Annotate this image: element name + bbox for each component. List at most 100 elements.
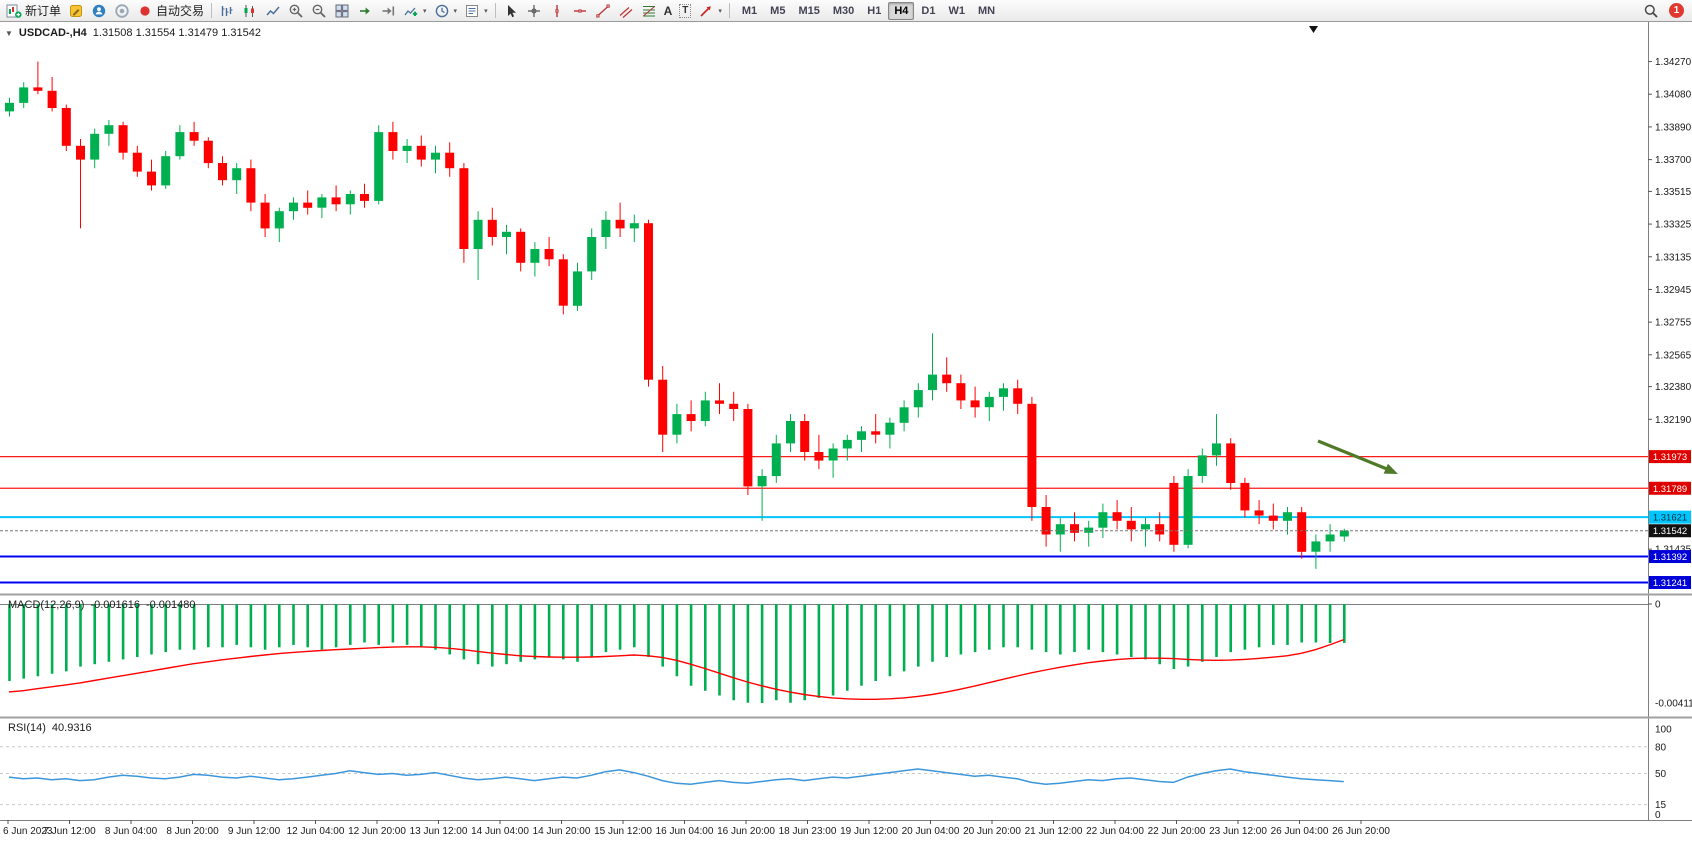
community-icon	[91, 3, 107, 19]
macd-plot[interactable]	[0, 596, 1648, 716]
candle	[1283, 512, 1292, 521]
timeframe-w1[interactable]: W1	[942, 2, 971, 20]
price-tick-label: 1.34270	[1655, 57, 1692, 68]
candle	[1126, 520, 1136, 530]
macd-scale-label: 0	[1655, 600, 1661, 611]
price-tick-label: 1.34080	[1655, 90, 1692, 101]
macd-signal-line	[8, 638, 1345, 700]
timeframe-d1[interactable]: D1	[915, 2, 941, 20]
channel-button[interactable]	[615, 1, 637, 21]
candlestick-chart-button[interactable]	[239, 1, 261, 21]
timeframe-h1[interactable]: H1	[861, 2, 887, 20]
candle	[502, 231, 511, 237]
tile-windows-button[interactable]	[331, 1, 353, 21]
chart-canvas[interactable]: 1.34270 1.34080 1.33890 1.33700 1.33515 1.333…	[0, 22, 1692, 844]
price-tick-label: 1.32565	[1655, 350, 1692, 361]
candle	[729, 403, 739, 409]
trend-arrow-head[interactable]	[1383, 463, 1398, 474]
chart-shift-button[interactable]	[377, 1, 399, 21]
candle	[218, 163, 227, 181]
main-chart-plot[interactable]	[0, 22, 1648, 593]
candle	[786, 421, 795, 444]
auto-trading-icon	[137, 3, 153, 19]
price-tick-label: 1.33135	[1655, 252, 1692, 263]
candle	[601, 219, 611, 237]
vertical-line-icon	[549, 3, 565, 19]
candle	[573, 271, 582, 306]
fibonacci-button[interactable]	[638, 1, 660, 21]
candle	[360, 194, 369, 201]
time-label: 20 Jun 20:00	[963, 826, 1021, 837]
toolbar-separator	[494, 3, 496, 18]
metaquotes-id-button[interactable]	[111, 1, 133, 21]
candle	[147, 171, 156, 186]
dropdown-caret: ▾	[453, 7, 458, 15]
dropdown-caret: ▾	[718, 7, 722, 15]
time-label: 26 Jun 20:00	[1332, 826, 1390, 837]
one-click-trading-expander[interactable]: ▼	[5, 28, 13, 38]
auto-trading-button[interactable]: 自动交易	[134, 1, 207, 21]
bar-chart-button[interactable]	[216, 1, 238, 21]
candle	[473, 219, 483, 249]
crosshair-button[interactable]	[523, 1, 545, 21]
trend-arrow[interactable]	[1317, 439, 1388, 471]
vertical-line-button[interactable]	[546, 1, 568, 21]
indicators-button[interactable]: ▾	[400, 1, 430, 21]
time-label: 8 Jun 04:00	[105, 826, 158, 837]
price-tick-label: 1.32945	[1655, 285, 1692, 296]
level-price-label	[1649, 576, 1691, 590]
timeframe-mn[interactable]: MN	[972, 2, 1001, 20]
trendline-icon	[595, 3, 611, 19]
metaeditor-button[interactable]	[65, 1, 87, 21]
candle	[842, 439, 852, 449]
price-tick-label: 1.32755	[1655, 318, 1692, 329]
horizontal-line-button[interactable]	[569, 1, 591, 21]
level-price-label-text: 1.31392	[1653, 552, 1687, 563]
time-label: 12 Jun 04:00	[287, 826, 345, 837]
line-chart-icon	[265, 3, 281, 19]
level-price-label-text: 1.31789	[1653, 484, 1687, 495]
auto-scroll-button[interactable]	[354, 1, 376, 21]
trendline-button[interactable]	[592, 1, 614, 21]
zoom-in-button[interactable]	[285, 1, 307, 21]
timeframe-m30[interactable]: M30	[827, 2, 860, 20]
cursor-button[interactable]	[500, 1, 522, 21]
level-price-label	[1649, 510, 1691, 524]
text-tool-button[interactable]: A	[661, 1, 676, 21]
candle	[857, 431, 866, 440]
candle	[558, 259, 568, 306]
horizontal-line-icon	[572, 3, 588, 19]
candle	[871, 431, 881, 435]
candle	[1311, 541, 1321, 552]
new-order-button[interactable]: 新订单	[3, 1, 64, 21]
candle	[629, 223, 639, 229]
time-label: 16 Jun 04:00	[656, 826, 714, 837]
chart-shift-marker[interactable]	[1309, 26, 1318, 33]
arrows-tool-button[interactable]: ▾	[695, 1, 725, 21]
candle	[19, 87, 29, 103]
chart-window: 1.34270 1.34080 1.33890 1.33700 1.33515 1.333…	[0, 22, 1692, 844]
price-tick-label: 1.32190	[1655, 415, 1692, 426]
timeframe-m5[interactable]: M5	[764, 2, 791, 20]
price-scale[interactable]	[1648, 22, 1692, 820]
timeframe-h4[interactable]: H4	[888, 1, 915, 20]
zoom-out-button[interactable]	[308, 1, 330, 21]
periods-button[interactable]: ▾	[431, 1, 461, 21]
community-button[interactable]	[88, 1, 110, 21]
label-tool-button[interactable]: T	[676, 1, 694, 21]
templates-icon	[464, 3, 480, 19]
notification-badge[interactable]: 1	[1669, 3, 1684, 18]
line-chart-button[interactable]	[262, 1, 284, 21]
time-scale[interactable]	[0, 820, 1692, 844]
candle	[246, 168, 256, 203]
rsi-plot[interactable]	[0, 719, 1648, 820]
candle	[274, 211, 284, 229]
candle	[175, 132, 185, 157]
bar-chart-icon	[219, 3, 235, 19]
search-button[interactable]	[1640, 1, 1662, 21]
timeframe-m15[interactable]: M15	[792, 2, 825, 20]
channel-icon	[618, 3, 634, 19]
candle	[5, 102, 14, 112]
timeframe-m1[interactable]: M1	[736, 2, 763, 20]
templates-button[interactable]: ▾	[461, 1, 491, 21]
